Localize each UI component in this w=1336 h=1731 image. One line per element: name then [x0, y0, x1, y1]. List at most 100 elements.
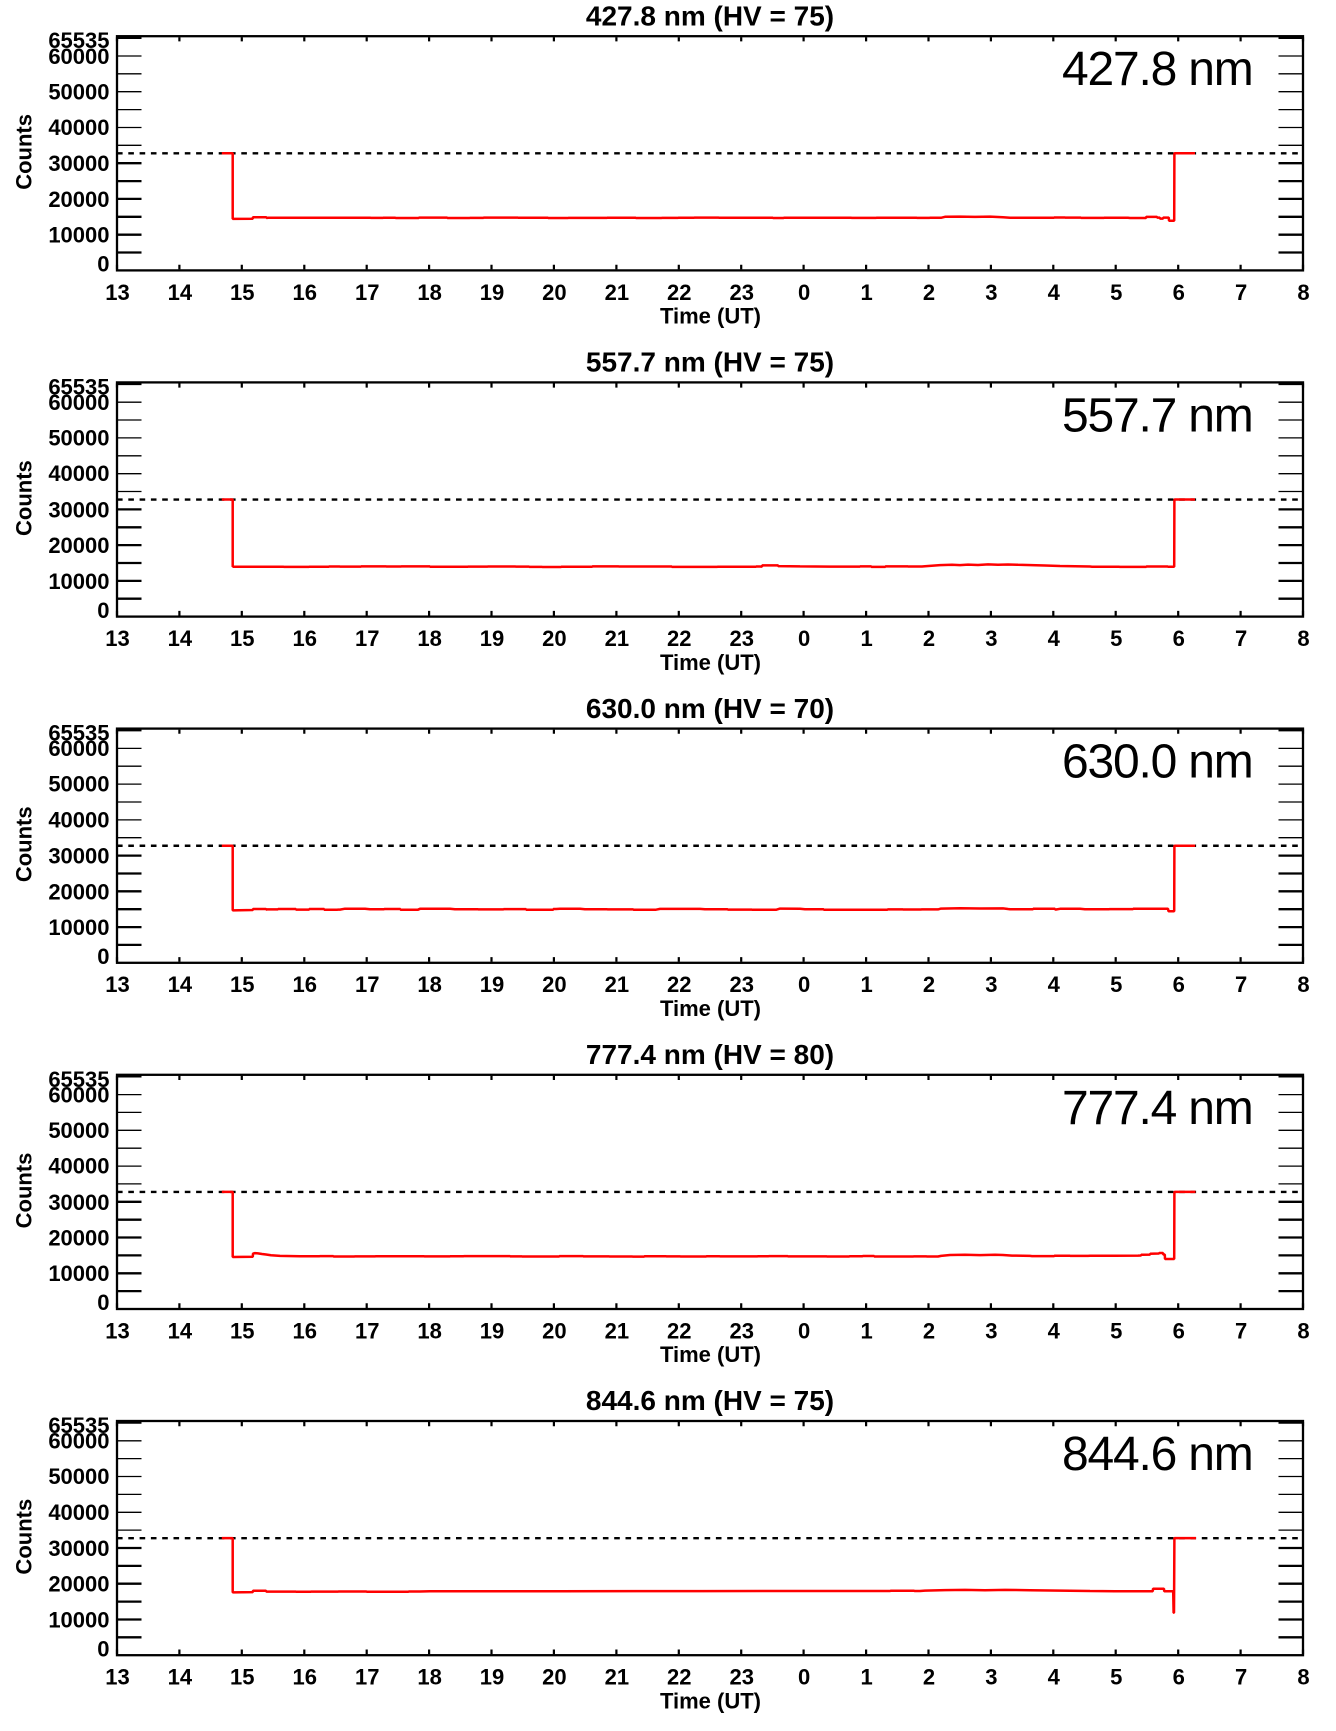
svg-text:0: 0 [798, 1665, 810, 1690]
svg-text:1: 1 [860, 972, 872, 997]
svg-text:23: 23 [729, 1665, 753, 1690]
svg-text:427.8 nm: 427.8 nm [1062, 43, 1253, 96]
svg-text:14: 14 [168, 1665, 193, 1690]
svg-text:16: 16 [293, 1665, 317, 1690]
svg-text:17: 17 [355, 972, 379, 997]
svg-text:18: 18 [417, 1665, 441, 1690]
svg-text:4: 4 [1048, 280, 1061, 305]
svg-text:427.8 nm (HV = 75): 427.8 nm (HV = 75) [586, 0, 834, 31]
svg-text:13: 13 [105, 1318, 129, 1343]
svg-text:30000: 30000 [48, 1536, 109, 1561]
svg-text:7: 7 [1235, 1665, 1247, 1690]
svg-text:60000: 60000 [48, 736, 109, 761]
svg-text:40000: 40000 [48, 115, 109, 140]
svg-text:777.4 nm (HV = 80): 777.4 nm (HV = 80) [586, 1039, 834, 1070]
svg-text:14: 14 [168, 280, 193, 305]
svg-text:4: 4 [1048, 1318, 1061, 1343]
svg-text:10000: 10000 [48, 569, 109, 594]
svg-text:60000: 60000 [48, 44, 109, 69]
svg-text:0: 0 [97, 252, 109, 277]
svg-text:20000: 20000 [48, 1572, 109, 1597]
svg-text:10000: 10000 [48, 223, 109, 248]
svg-text:30000: 30000 [48, 1190, 109, 1215]
svg-text:19: 19 [480, 280, 504, 305]
svg-text:0: 0 [798, 972, 810, 997]
svg-text:13: 13 [105, 280, 129, 305]
svg-text:2: 2 [923, 1665, 935, 1690]
svg-text:Time (UT): Time (UT) [660, 1688, 761, 1713]
svg-text:557.7 nm: 557.7 nm [1062, 389, 1253, 442]
svg-text:0: 0 [798, 626, 810, 651]
svg-text:6: 6 [1173, 972, 1185, 997]
svg-text:3: 3 [985, 280, 997, 305]
svg-text:1: 1 [860, 1665, 872, 1690]
svg-text:20000: 20000 [48, 879, 109, 904]
svg-text:10000: 10000 [48, 1607, 109, 1632]
svg-text:17: 17 [355, 280, 379, 305]
svg-text:630.0 nm: 630.0 nm [1062, 736, 1253, 789]
svg-text:20: 20 [542, 626, 566, 651]
svg-text:18: 18 [417, 972, 441, 997]
svg-text:777.4 nm: 777.4 nm [1062, 1082, 1253, 1135]
svg-text:40000: 40000 [48, 461, 109, 486]
svg-text:22: 22 [667, 280, 691, 305]
svg-text:65535: 65535 [48, 28, 109, 53]
svg-text:630.0 nm (HV = 70): 630.0 nm (HV = 70) [586, 693, 834, 724]
svg-text:8: 8 [1297, 626, 1309, 651]
svg-text:23: 23 [729, 626, 753, 651]
svg-text:65535: 65535 [48, 374, 109, 399]
svg-text:3: 3 [985, 1318, 997, 1343]
svg-text:2: 2 [923, 972, 935, 997]
svg-text:17: 17 [355, 1665, 379, 1690]
svg-text:0: 0 [798, 1318, 810, 1343]
svg-text:22: 22 [667, 1665, 691, 1690]
svg-text:3: 3 [985, 972, 997, 997]
svg-text:65535: 65535 [48, 1413, 109, 1438]
svg-text:15: 15 [230, 280, 254, 305]
svg-text:15: 15 [230, 1665, 254, 1690]
svg-text:21: 21 [605, 1665, 629, 1690]
svg-text:17: 17 [355, 626, 379, 651]
svg-text:50000: 50000 [48, 1464, 109, 1489]
svg-text:22: 22 [667, 972, 691, 997]
svg-text:60000: 60000 [48, 390, 109, 415]
svg-text:6: 6 [1173, 1318, 1185, 1343]
svg-text:Time (UT): Time (UT) [660, 650, 761, 675]
svg-text:17: 17 [355, 1318, 379, 1343]
svg-text:844.6 nm: 844.6 nm [1062, 1428, 1253, 1481]
svg-text:5: 5 [1110, 972, 1122, 997]
svg-text:7: 7 [1235, 972, 1247, 997]
svg-text:10000: 10000 [48, 915, 109, 940]
svg-text:0: 0 [97, 1290, 109, 1315]
svg-text:60000: 60000 [48, 1429, 109, 1454]
svg-text:20: 20 [542, 1665, 566, 1690]
svg-text:20000: 20000 [48, 187, 109, 212]
svg-text:0: 0 [97, 1636, 109, 1661]
svg-text:8: 8 [1297, 1665, 1309, 1690]
svg-text:1: 1 [860, 626, 872, 651]
svg-text:60000: 60000 [48, 1082, 109, 1107]
svg-text:844.6 nm (HV = 75): 844.6 nm (HV = 75) [586, 1385, 834, 1416]
svg-text:30000: 30000 [48, 844, 109, 869]
svg-text:557.7 nm (HV = 75): 557.7 nm (HV = 75) [586, 347, 834, 378]
svg-text:4: 4 [1048, 1665, 1061, 1690]
svg-text:65535: 65535 [48, 721, 109, 746]
svg-text:2: 2 [923, 626, 935, 651]
svg-text:0: 0 [97, 598, 109, 623]
svg-text:23: 23 [729, 280, 753, 305]
svg-text:Counts: Counts [12, 806, 37, 882]
svg-text:4: 4 [1048, 972, 1061, 997]
svg-text:5: 5 [1110, 280, 1122, 305]
svg-text:7: 7 [1235, 280, 1247, 305]
svg-text:16: 16 [293, 972, 317, 997]
svg-text:23: 23 [729, 1318, 753, 1343]
svg-text:50000: 50000 [48, 426, 109, 451]
svg-text:Counts: Counts [12, 460, 37, 536]
svg-text:0: 0 [798, 280, 810, 305]
svg-text:4: 4 [1048, 626, 1061, 651]
svg-text:20: 20 [542, 972, 566, 997]
svg-text:Counts: Counts [12, 1499, 37, 1575]
svg-text:14: 14 [168, 1318, 193, 1343]
svg-text:5: 5 [1110, 1665, 1122, 1690]
svg-text:13: 13 [105, 1665, 129, 1690]
